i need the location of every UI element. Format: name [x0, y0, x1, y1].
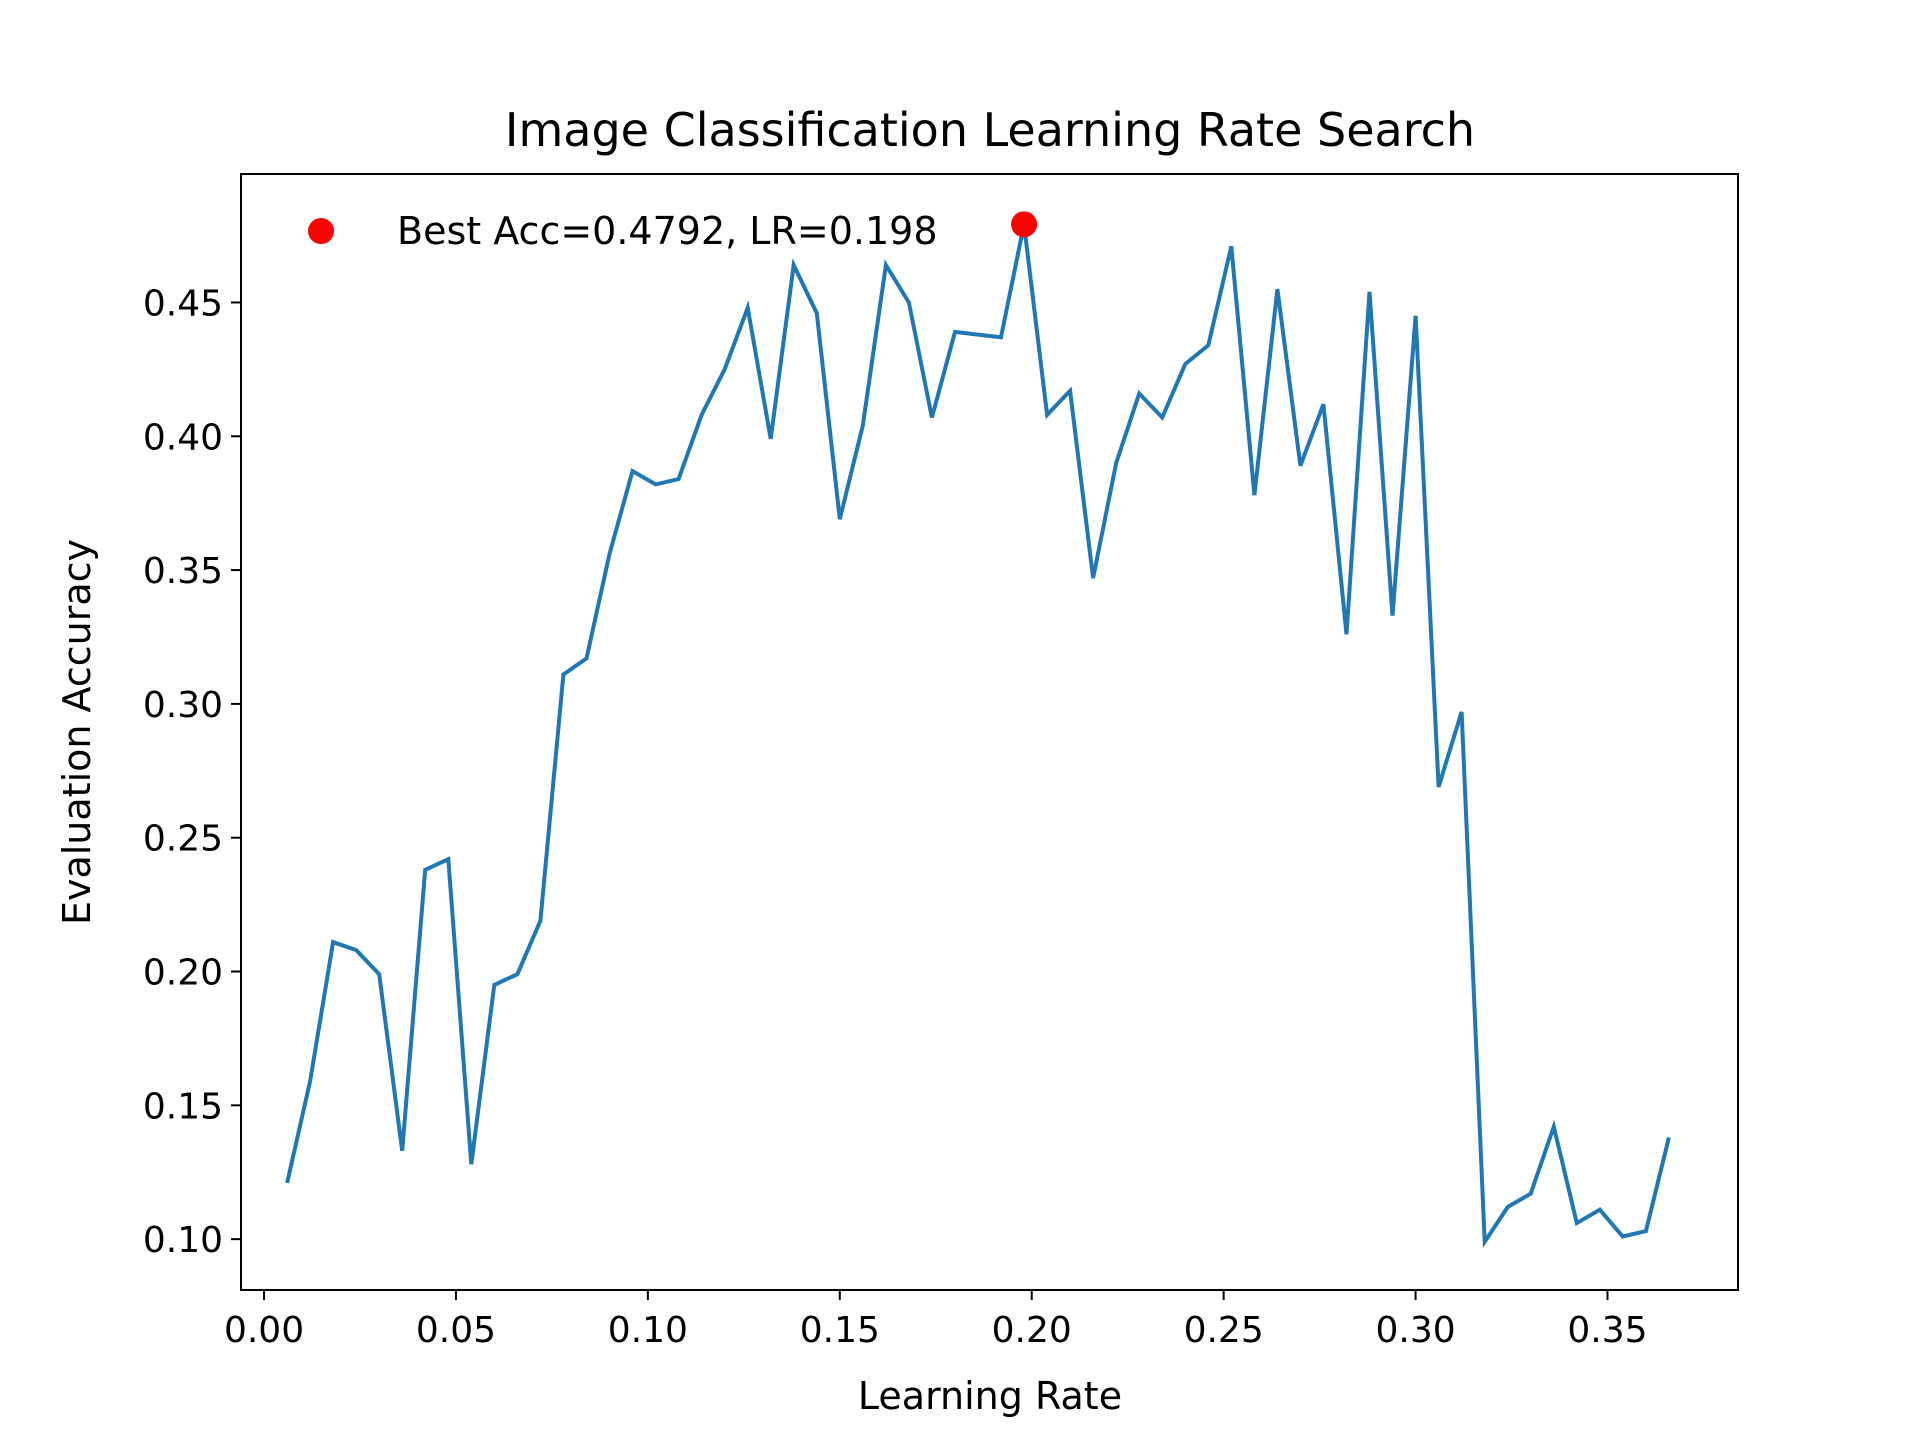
- legend-marker: [308, 218, 334, 244]
- series-layer: [285, 223, 1671, 1249]
- y-tick-label: 0.40: [143, 417, 223, 458]
- legend: Best Acc=0.4792, LR=0.198: [308, 209, 938, 253]
- x-tick-label: 0.15: [800, 1310, 880, 1351]
- chart-title: Image Classification Learning Rate Searc…: [505, 103, 1475, 157]
- y-tick-label: 0.25: [143, 819, 223, 860]
- x-tick-label: 0.30: [1375, 1310, 1455, 1351]
- x-axis-label: Learning Rate: [858, 1374, 1122, 1418]
- x-tick-label: 0.05: [416, 1310, 496, 1351]
- plot-background: [241, 174, 1738, 1290]
- plot-area: [241, 174, 1738, 1290]
- x-axis-ticks: 0.00 0.05 0.10 0.15 0.20 0.25 0.30 0.35: [224, 1290, 1648, 1351]
- x-tick-label: 0.25: [1184, 1310, 1264, 1351]
- x-tick-label: 0.20: [992, 1310, 1072, 1351]
- y-tick-label: 0.15: [143, 1086, 223, 1127]
- legend-entry-best: Best Acc=0.4792, LR=0.198: [397, 209, 938, 253]
- best-point-layer: [1011, 211, 1038, 238]
- plot-frame: [240, 173, 1739, 1291]
- y-axis-label: Evaluation Accuracy: [55, 539, 99, 925]
- series-line-0: [285, 223, 1671, 1249]
- y-tick-label: 0.10: [143, 1220, 223, 1261]
- y-tick-label: 0.45: [143, 283, 223, 324]
- best-point-marker: [1011, 211, 1038, 238]
- x-tick-label: 0.00: [224, 1310, 304, 1351]
- x-tick-label: 0.10: [608, 1310, 688, 1351]
- y-tick-label: 0.30: [143, 685, 223, 726]
- y-tick-label: 0.20: [143, 953, 223, 994]
- y-axis-ticks: 0.10 0.15 0.20 0.25 0.30 0.35 0.40 0.45: [143, 283, 241, 1261]
- y-tick-label: 0.35: [143, 551, 223, 592]
- x-tick-label: 0.35: [1567, 1310, 1647, 1351]
